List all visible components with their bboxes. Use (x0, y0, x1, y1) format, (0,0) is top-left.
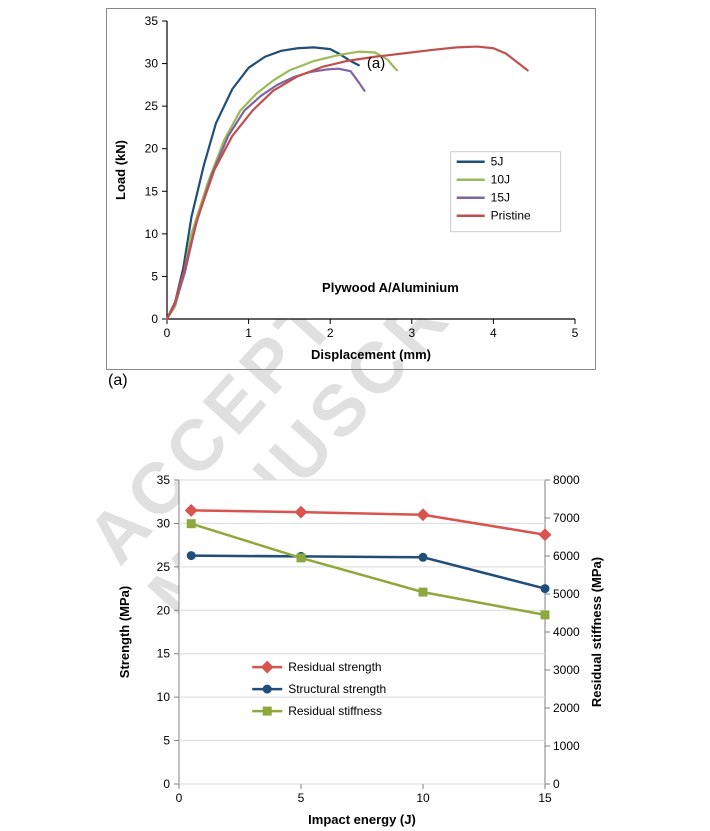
legend-label: 10J (491, 173, 510, 187)
ytick-left: 15 (157, 647, 171, 661)
ytick-label: 20 (145, 142, 159, 156)
series-marker (187, 552, 195, 560)
ytick-label: 0 (151, 312, 158, 326)
chart-title: Plywood A/Aluminium (322, 280, 459, 295)
ytick-label: 30 (145, 57, 159, 71)
y-axis-label: Load (kN) (113, 140, 128, 200)
legend-label: Residual stiffness (288, 704, 382, 718)
ytick-left: 35 (157, 473, 171, 487)
xtick-label: 10 (416, 791, 430, 805)
ytick-left: 5 (163, 734, 170, 748)
ytick-right: 5000 (553, 587, 580, 601)
y-axis-right-label: Residual stiffness (MPa) (589, 557, 604, 707)
ytick-left: 0 (163, 777, 170, 791)
series-marker (419, 553, 427, 561)
panel-caption-a: (a) (108, 372, 128, 390)
ytick-left: 25 (157, 560, 171, 574)
series-marker (297, 554, 305, 562)
legend-label: Pristine (491, 209, 531, 223)
ytick-right: 4000 (553, 625, 580, 639)
ytick-right: 6000 (553, 549, 580, 563)
legend-label: 15J (491, 191, 510, 205)
xtick-label: 1 (245, 326, 252, 340)
legend-label: Structural strength (288, 682, 386, 696)
legend-marker (263, 685, 271, 693)
xtick-label: 4 (490, 326, 497, 340)
ytick-label: 5 (151, 269, 158, 283)
ytick-right: 1000 (553, 739, 580, 753)
x-axis-label: Displacement (mm) (311, 347, 431, 362)
xtick-label: 5 (572, 326, 579, 340)
series-marker (541, 585, 549, 593)
ytick-label: 35 (145, 14, 159, 28)
xtick-label: 15 (538, 791, 552, 805)
series-marker (187, 520, 195, 528)
chart-svg-a: 0 1 2 3 4 5 0 5 10 15 20 25 30 35 Displacement (mm) Loa… (107, 9, 595, 369)
xtick-label: 3 (408, 326, 415, 340)
ytick-label: 15 (145, 184, 159, 198)
legend-marker (263, 707, 271, 715)
ytick-left: 10 (157, 690, 171, 704)
inset-label: (a) (367, 55, 385, 72)
xtick-label: 2 (327, 326, 334, 340)
ytick-label: 25 (145, 99, 159, 113)
y-axis-left-label: Strength (MPa) (117, 586, 132, 678)
series-marker (541, 611, 549, 619)
chart-svg-b: 0 5 10 15 20 25 30 35 0 1000 2000 3000 4000 5000 6000 7… (107, 470, 615, 830)
ytick-left: 30 (157, 516, 171, 530)
ytick-right: 2000 (553, 701, 580, 715)
ytick-right: 0 (553, 777, 560, 791)
series-marker (419, 588, 427, 596)
x-axis-label: Impact energy (J) (308, 812, 416, 827)
ytick-label: 10 (145, 227, 159, 241)
chart-panel-a: 0 1 2 3 4 5 0 5 10 15 20 25 30 35 Displacement (mm) Loa… (106, 8, 596, 370)
ytick-right: 7000 (553, 511, 580, 525)
xtick-label: 5 (298, 791, 305, 805)
legend-label: Residual strength (288, 660, 381, 674)
chart-panel-b: 0 5 10 15 20 25 30 35 0 1000 2000 3000 4000 5000 6000 7… (107, 470, 615, 830)
legend-label: 5J (491, 155, 504, 169)
ytick-right: 3000 (553, 663, 580, 677)
xtick-label: 0 (164, 326, 171, 340)
ytick-left: 20 (157, 603, 171, 617)
xtick-label: 0 (176, 791, 183, 805)
ytick-right: 8000 (553, 473, 580, 487)
